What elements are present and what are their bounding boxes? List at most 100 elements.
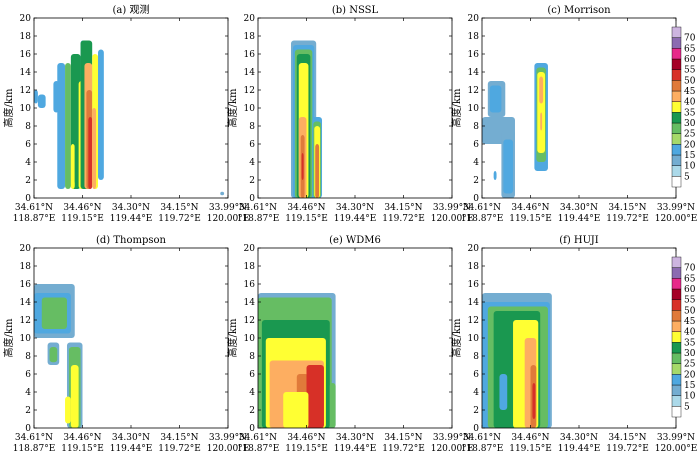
colorbar-label: 45 bbox=[684, 87, 696, 97]
data-cell bbox=[329, 383, 336, 428]
data-cell bbox=[493, 171, 497, 180]
colorbar-swatch bbox=[671, 406, 682, 418]
y-tick-label: 4 bbox=[249, 158, 255, 168]
y-tick-label: 2 bbox=[25, 176, 31, 186]
x-tick-label-lon: 119.44°E bbox=[334, 444, 377, 454]
colorbar-label: 15 bbox=[684, 151, 696, 161]
y-tick-label: 4 bbox=[25, 158, 31, 168]
data-cell bbox=[283, 392, 309, 428]
x-tick-label-lat: 34.30°N bbox=[112, 203, 150, 213]
data-cell bbox=[65, 396, 71, 424]
y-tick-label: 16 bbox=[20, 280, 32, 290]
colorbar-swatch bbox=[671, 331, 682, 343]
x-tick-label-lon: 119.15°E bbox=[509, 214, 552, 224]
colorbar-swatch bbox=[671, 299, 682, 311]
colorbar-swatch bbox=[671, 37, 682, 49]
y-tick-label: 12 bbox=[20, 316, 31, 326]
y-tick-label: 4 bbox=[473, 388, 479, 398]
panel-title: (c) Morrison bbox=[547, 5, 611, 16]
colorbar-label: 60 bbox=[684, 285, 696, 295]
x-tick-label-lon: 119.15°E bbox=[285, 214, 328, 224]
y-axis-label: 高度/km bbox=[2, 88, 15, 127]
x-tick-label-lat: 34.15°N bbox=[608, 433, 646, 443]
colorbar-swatch bbox=[671, 384, 682, 396]
colorbar-swatch bbox=[671, 26, 682, 38]
x-tick-label-lon: 119.72°E bbox=[606, 214, 649, 224]
colorbar-label: 50 bbox=[684, 306, 696, 316]
data-cell bbox=[70, 144, 75, 189]
colorbar-label: 70 bbox=[684, 264, 696, 274]
y-tick-label: 0 bbox=[473, 424, 479, 434]
x-tick-label-lon: 119.15°E bbox=[285, 444, 328, 454]
y-tick-label: 6 bbox=[249, 140, 255, 150]
y-tick-label: 16 bbox=[468, 280, 480, 290]
x-tick-label-lat: 34.30°N bbox=[560, 203, 598, 213]
panel-title: (b) NSSL bbox=[332, 5, 379, 16]
colorbar-label: 30 bbox=[684, 349, 696, 359]
x-tick-label-lat: 34.61°N bbox=[239, 433, 277, 443]
y-tick-label: 6 bbox=[473, 370, 479, 380]
colorbar-swatch bbox=[671, 144, 682, 156]
x-tick-label-lon: 120.00°E bbox=[655, 214, 698, 224]
y-tick-label: 14 bbox=[20, 68, 32, 78]
y-tick-label: 0 bbox=[25, 194, 31, 204]
y-tick-label: 0 bbox=[249, 424, 255, 434]
x-tick-label-lat: 33.99°N bbox=[209, 203, 247, 213]
y-tick-label: 8 bbox=[25, 122, 31, 132]
data-cell bbox=[503, 139, 514, 194]
y-tick-label: 12 bbox=[20, 86, 31, 96]
y-tick-label: 20 bbox=[468, 14, 480, 24]
x-tick-label-lat: 34.30°N bbox=[560, 433, 598, 443]
x-tick-label-lon: 120.00°E bbox=[431, 214, 474, 224]
x-tick-label-lat: 34.61°N bbox=[15, 203, 53, 213]
colorbar-label: 55 bbox=[684, 296, 696, 306]
colorbar-swatch bbox=[671, 267, 682, 279]
colorbar-label: 40 bbox=[684, 328, 696, 338]
colorbar-label: 10 bbox=[684, 392, 696, 402]
data-cell bbox=[41, 297, 67, 329]
x-tick-label-lat: 34.15°N bbox=[160, 203, 198, 213]
x-tick-label-lon: 119.44°E bbox=[110, 214, 153, 224]
y-tick-label: 10 bbox=[468, 104, 480, 114]
colorbar-swatch bbox=[671, 101, 682, 113]
colorbar-label: 5 bbox=[684, 402, 690, 412]
colorbar-swatch bbox=[671, 374, 682, 386]
data-cell bbox=[74, 90, 79, 185]
x-tick-label-lon: 118.87°E bbox=[237, 444, 280, 454]
data-cell bbox=[70, 365, 79, 428]
x-tick-label-lon: 119.44°E bbox=[110, 444, 153, 454]
colorbar-label: 20 bbox=[684, 370, 696, 380]
panel-2: (c) Morrison 0 2 4 6 8 10 12 14 16 18 20 高度/km 34.61°… bbox=[450, 5, 697, 224]
x-tick-label-lat: 34.46°N bbox=[63, 203, 101, 213]
data-cell bbox=[98, 49, 104, 180]
x-tick-label-lat: 34.15°N bbox=[160, 433, 198, 443]
x-tick-label-lon: 119.72°E bbox=[606, 444, 649, 454]
x-tick-label-lon: 119.72°E bbox=[382, 214, 425, 224]
y-tick-label: 16 bbox=[20, 50, 32, 60]
panel-title: (f) HUJI bbox=[559, 235, 599, 246]
panels-group: (a) 观测02468101214161820高度/km34.61°N118.8… bbox=[2, 3, 697, 454]
y-axis-label: 高度/km bbox=[226, 318, 239, 357]
x-tick-label-lat: 34.15°N bbox=[608, 203, 646, 213]
panel-title: (e) WDM6 bbox=[329, 235, 381, 246]
y-tick-label: 6 bbox=[473, 140, 479, 150]
colorbar-label: 65 bbox=[684, 44, 696, 54]
y-tick-label: 12 bbox=[468, 316, 479, 326]
colorbar-label: 55 bbox=[684, 66, 696, 76]
y-tick-label: 10 bbox=[20, 104, 32, 114]
y-tick-label: 14 bbox=[20, 298, 32, 308]
x-tick-label-lon: 119.44°E bbox=[558, 444, 601, 454]
y-tick-label: 18 bbox=[244, 32, 256, 42]
x-tick-label-lon: 119.72°E bbox=[158, 444, 201, 454]
colorbar-swatch bbox=[671, 176, 682, 188]
x-tick-label-lat: 33.99°N bbox=[433, 433, 471, 443]
y-tick-label: 0 bbox=[249, 194, 255, 204]
colorbar-swatch bbox=[671, 363, 682, 375]
colorbar-swatch bbox=[671, 112, 682, 124]
y-tick-label: 2 bbox=[473, 406, 479, 416]
y-tick-label: 8 bbox=[25, 352, 31, 362]
colorbar-label: 50 bbox=[684, 76, 696, 86]
data-cell bbox=[88, 117, 93, 189]
x-tick-label-lat: 34.46°N bbox=[287, 203, 325, 213]
